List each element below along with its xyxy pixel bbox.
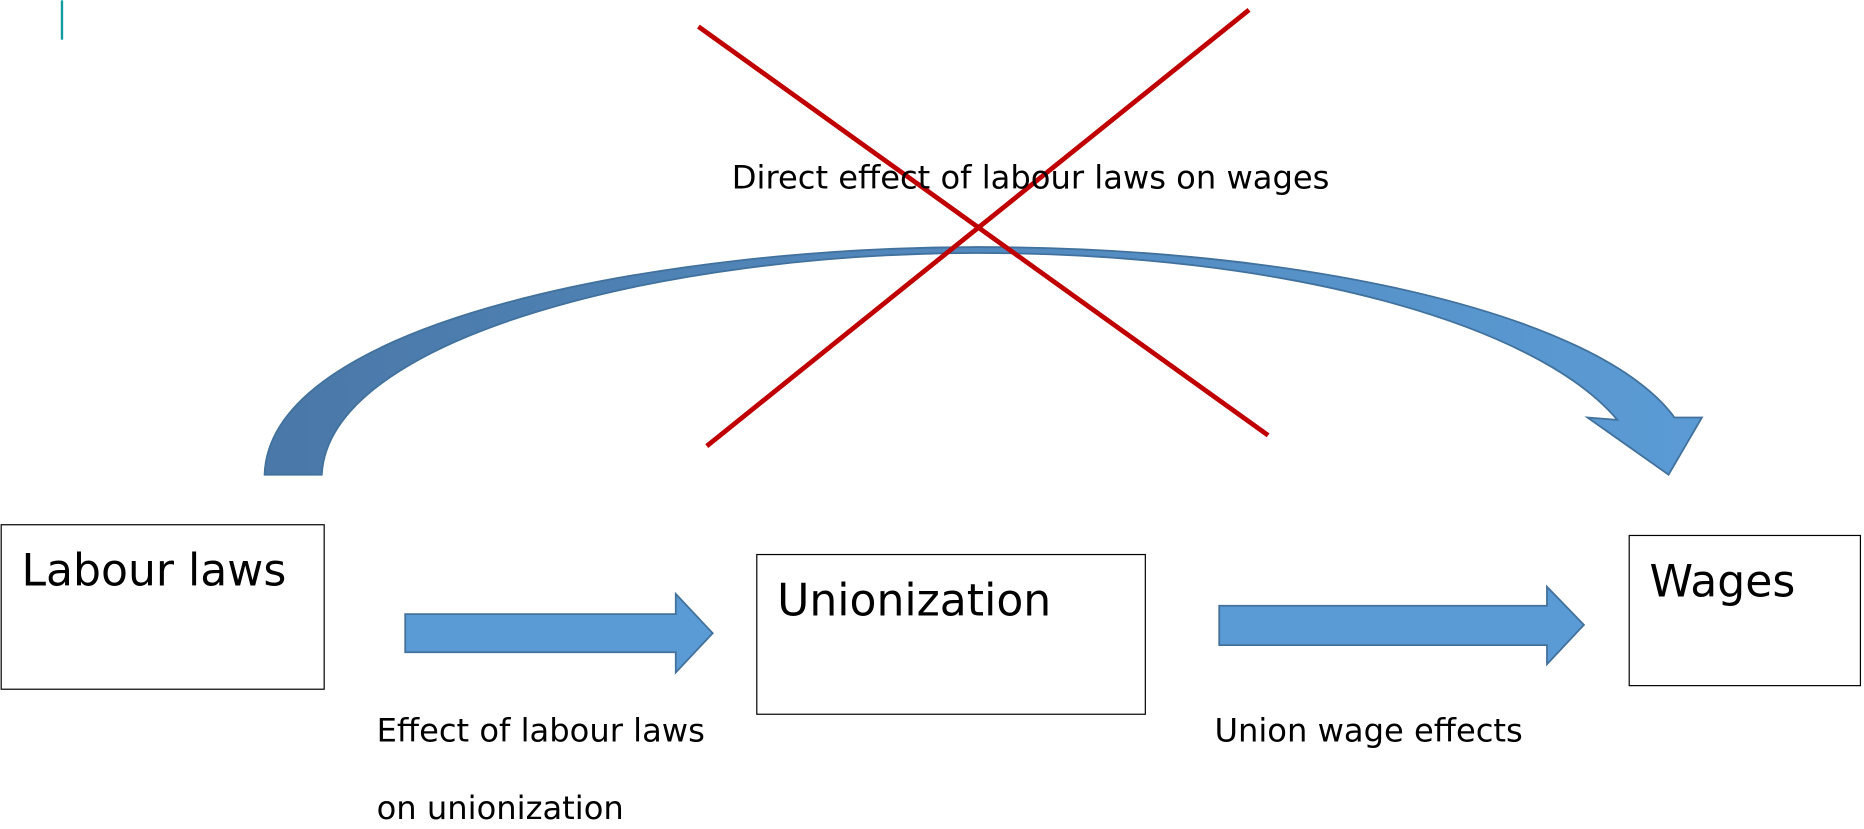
edge-label: Union wage effects: [1214, 712, 1522, 750]
node-label: Labour laws: [21, 546, 286, 597]
node-box: [0, 524, 325, 690]
edge-label: on unionization: [377, 789, 624, 827]
edge-label: Direct effect of labour laws on wages: [732, 159, 1330, 197]
node-box: [756, 553, 1146, 715]
node-label: Wages: [1649, 556, 1795, 607]
cross-line: [697, 24, 1270, 438]
arrow: [404, 591, 714, 675]
arrow: [1218, 584, 1586, 667]
node-label: Unionization: [777, 575, 1051, 626]
edge-label: Effect of labour laws: [377, 712, 705, 750]
node-box: [1628, 534, 1862, 687]
cross-line: [705, 8, 1251, 448]
curved-arrow: [263, 246, 1704, 476]
